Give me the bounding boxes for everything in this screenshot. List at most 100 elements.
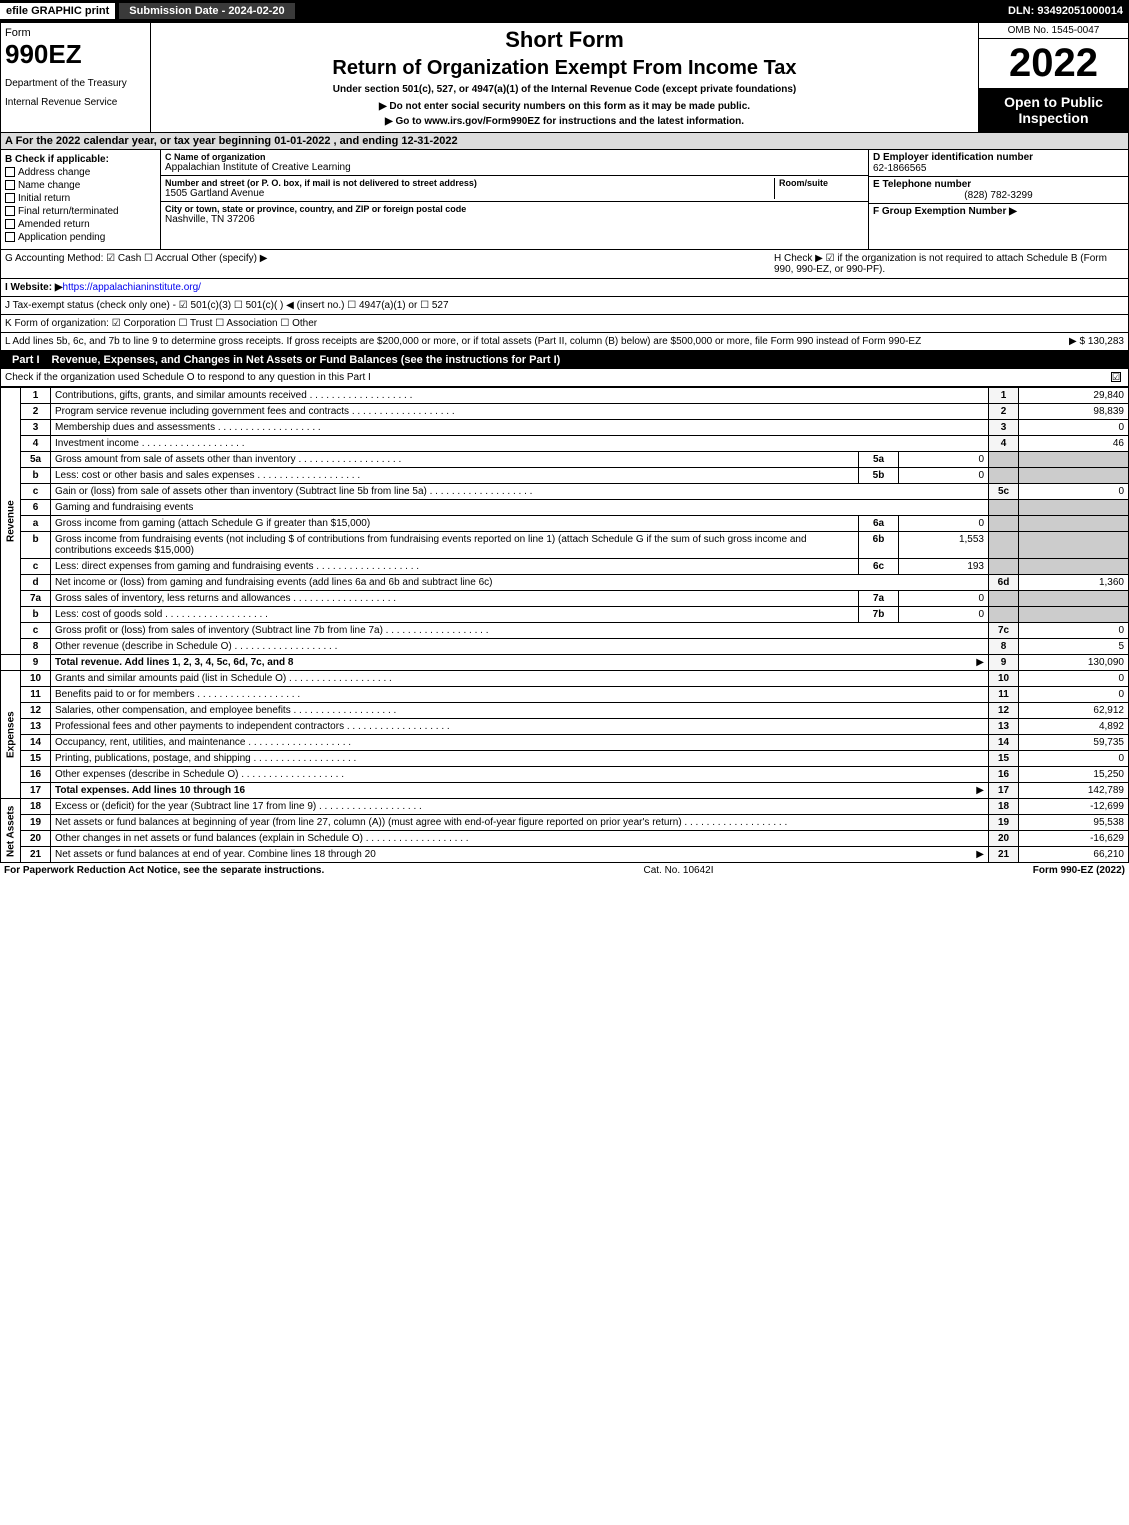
h-schedule-b: H Check ▶ ☑ if the organization is not r… bbox=[774, 253, 1124, 275]
revenue-label: Revenue bbox=[1, 388, 21, 655]
row-j-tax-exempt: J Tax-exempt status (check only one) - ☑… bbox=[0, 297, 1129, 315]
tax-year: 2022 bbox=[979, 39, 1128, 88]
under-section: Under section 501(c), 527, or 4947(a)(1)… bbox=[155, 84, 974, 95]
line-11: 11Benefits paid to or for members110 bbox=[1, 687, 1129, 703]
line-8: 8Other revenue (describe in Schedule O)8… bbox=[1, 639, 1129, 655]
line-1-desc: Contributions, gifts, grants, and simila… bbox=[51, 388, 989, 404]
row-i-website: I Website: ▶ https://appalachianinstitut… bbox=[0, 279, 1129, 297]
col-c-org: C Name of organization Appalachian Insti… bbox=[161, 150, 868, 249]
form-number: 990EZ bbox=[5, 39, 146, 70]
footer-paperwork: For Paperwork Reduction Act Notice, see … bbox=[4, 865, 324, 876]
open-to-public: Open to Public Inspection bbox=[979, 88, 1128, 132]
expenses-label: Expenses bbox=[1, 671, 21, 799]
line-13: 13Professional fees and other payments t… bbox=[1, 719, 1129, 735]
line-6b: bGross income from fundraising events (n… bbox=[1, 532, 1129, 559]
efile-print-button[interactable]: efile GRAPHIC print bbox=[0, 3, 115, 19]
footer-formref: Form 990-EZ (2022) bbox=[1033, 865, 1125, 876]
line-6c: cLess: direct expenses from gaming and f… bbox=[1, 559, 1129, 575]
e-phone: (828) 782-3299 bbox=[873, 190, 1124, 201]
j-text: J Tax-exempt status (check only one) - ☑… bbox=[5, 300, 449, 311]
header-right: OMB No. 1545-0047 2022 Open to Public In… bbox=[978, 23, 1128, 132]
top-bar: efile GRAPHIC print Submission Date - 20… bbox=[0, 0, 1129, 22]
part1-check-text: Check if the organization used Schedule … bbox=[5, 372, 1111, 383]
chk-final-return[interactable]: Final return/terminated bbox=[5, 206, 156, 217]
row-g-h: G Accounting Method: ☑ Cash ☐ Accrual Ot… bbox=[0, 250, 1129, 279]
f-group-label: F Group Exemption Number ▶ bbox=[873, 206, 1017, 217]
line-2: 2Program service revenue including gover… bbox=[1, 404, 1129, 420]
row-k-form-org: K Form of organization: ☑ Corporation ☐ … bbox=[0, 315, 1129, 333]
col-def: D Employer identification number 62-1866… bbox=[868, 150, 1128, 249]
submission-date: Submission Date - 2024-02-20 bbox=[119, 3, 294, 19]
title-short-form: Short Form bbox=[155, 27, 974, 53]
row-l-gross-receipts: L Add lines 5b, 6c, and 7b to line 9 to … bbox=[0, 333, 1129, 351]
chk-address-change[interactable]: Address change bbox=[5, 167, 156, 178]
omb-number: OMB No. 1545-0047 bbox=[979, 23, 1128, 39]
website-link[interactable]: https://appalachianinstitute.org/ bbox=[63, 282, 201, 293]
line-7b: bLess: cost of goods sold7b0 bbox=[1, 607, 1129, 623]
c-street-label: Number and street (or P. O. box, if mail… bbox=[165, 178, 774, 188]
g-accounting: G Accounting Method: ☑ Cash ☐ Accrual Ot… bbox=[5, 253, 774, 275]
org-name: Appalachian Institute of Creative Learni… bbox=[165, 162, 864, 173]
line-1-lno: 1 bbox=[989, 388, 1019, 404]
line-6a: aGross income from gaming (attach Schedu… bbox=[1, 516, 1129, 532]
line-1: Revenue 1 Contributions, gifts, grants, … bbox=[1, 388, 1129, 404]
line-4: 4Investment income446 bbox=[1, 436, 1129, 452]
part1-checkbox[interactable]: ☑ bbox=[1111, 372, 1121, 382]
line-20: 20Other changes in net assets or fund ba… bbox=[1, 831, 1129, 847]
line-15: 15Printing, publications, postage, and s… bbox=[1, 751, 1129, 767]
part1-label: Part I bbox=[6, 354, 46, 366]
part1-header: Part I Revenue, Expenses, and Changes in… bbox=[0, 351, 1129, 369]
e-phone-label: E Telephone number bbox=[873, 179, 1124, 190]
line-3: 3Membership dues and assessments30 bbox=[1, 420, 1129, 436]
chk-amended-return[interactable]: Amended return bbox=[5, 219, 156, 230]
chk-name-change[interactable]: Name change bbox=[5, 180, 156, 191]
line-16: 16Other expenses (describe in Schedule O… bbox=[1, 767, 1129, 783]
dln: DLN: 93492051000014 bbox=[1008, 5, 1129, 17]
irs: Internal Revenue Service bbox=[5, 97, 146, 108]
line-5c: cGain or (loss) from sale of assets othe… bbox=[1, 484, 1129, 500]
c-name-label: C Name of organization bbox=[165, 152, 864, 162]
line-21: 21Net assets or fund balances at end of … bbox=[1, 847, 1129, 863]
goto-link[interactable]: ▶ Go to www.irs.gov/Form990EZ for instru… bbox=[155, 116, 974, 127]
col-b-checkboxes: B Check if applicable: Address change Na… bbox=[1, 150, 161, 249]
line-14: 14Occupancy, rent, utilities, and mainte… bbox=[1, 735, 1129, 751]
line-17: 17Total expenses. Add lines 10 through 1… bbox=[1, 783, 1129, 799]
i-label: I Website: ▶ bbox=[5, 282, 63, 293]
line-9: 9Total revenue. Add lines 1, 2, 3, 4, 5c… bbox=[1, 655, 1129, 671]
header-mid: Short Form Return of Organization Exempt… bbox=[151, 23, 978, 132]
l-amount: ▶ $ 130,283 bbox=[1061, 336, 1124, 347]
org-city: Nashville, TN 37206 bbox=[165, 214, 864, 225]
line-19: 19Net assets or fund balances at beginni… bbox=[1, 815, 1129, 831]
row-a-calendar-year: A For the 2022 calendar year, or tax yea… bbox=[0, 133, 1129, 150]
chk-application-pending[interactable]: Application pending bbox=[5, 232, 156, 243]
title-return: Return of Organization Exempt From Incom… bbox=[155, 57, 974, 80]
line-10: Expenses 10Grants and similar amounts pa… bbox=[1, 671, 1129, 687]
l-text: L Add lines 5b, 6c, and 7b to line 9 to … bbox=[5, 336, 1061, 347]
page-footer: For Paperwork Reduction Act Notice, see … bbox=[0, 863, 1129, 878]
line-12: 12Salaries, other compensation, and empl… bbox=[1, 703, 1129, 719]
c-city-label: City or town, state or province, country… bbox=[165, 204, 864, 214]
form-label: Form bbox=[5, 27, 146, 39]
k-text: K Form of organization: ☑ Corporation ☐ … bbox=[5, 318, 317, 329]
chk-initial-return[interactable]: Initial return bbox=[5, 193, 156, 204]
line-6: 6Gaming and fundraising events bbox=[1, 500, 1129, 516]
part1-check-row: Check if the organization used Schedule … bbox=[0, 369, 1129, 387]
header-left: Form 990EZ Department of the Treasury In… bbox=[1, 23, 151, 132]
org-street: 1505 Gartland Avenue bbox=[165, 188, 774, 199]
part1-heading: Revenue, Expenses, and Changes in Net As… bbox=[52, 354, 561, 366]
line-18: Net Assets 18Excess or (deficit) for the… bbox=[1, 799, 1129, 815]
line-6d: dNet income or (loss) from gaming and fu… bbox=[1, 575, 1129, 591]
section-b-to-f: B Check if applicable: Address change Na… bbox=[0, 150, 1129, 250]
d-ein-label: D Employer identification number bbox=[873, 152, 1124, 163]
part1-lines-table: Revenue 1 Contributions, gifts, grants, … bbox=[0, 387, 1129, 863]
line-1-amt: 29,840 bbox=[1019, 388, 1129, 404]
form-header: Form 990EZ Department of the Treasury In… bbox=[0, 22, 1129, 133]
dept-treasury: Department of the Treasury bbox=[5, 78, 146, 89]
line-7c: cGross profit or (loss) from sales of in… bbox=[1, 623, 1129, 639]
footer-catno: Cat. No. 10642I bbox=[324, 865, 1032, 876]
ssn-note: ▶ Do not enter social security numbers o… bbox=[155, 101, 974, 112]
room-label: Room/suite bbox=[779, 178, 864, 188]
line-1-num: 1 bbox=[21, 388, 51, 404]
line-5a: 5aGross amount from sale of assets other… bbox=[1, 452, 1129, 468]
netassets-label: Net Assets bbox=[1, 799, 21, 863]
